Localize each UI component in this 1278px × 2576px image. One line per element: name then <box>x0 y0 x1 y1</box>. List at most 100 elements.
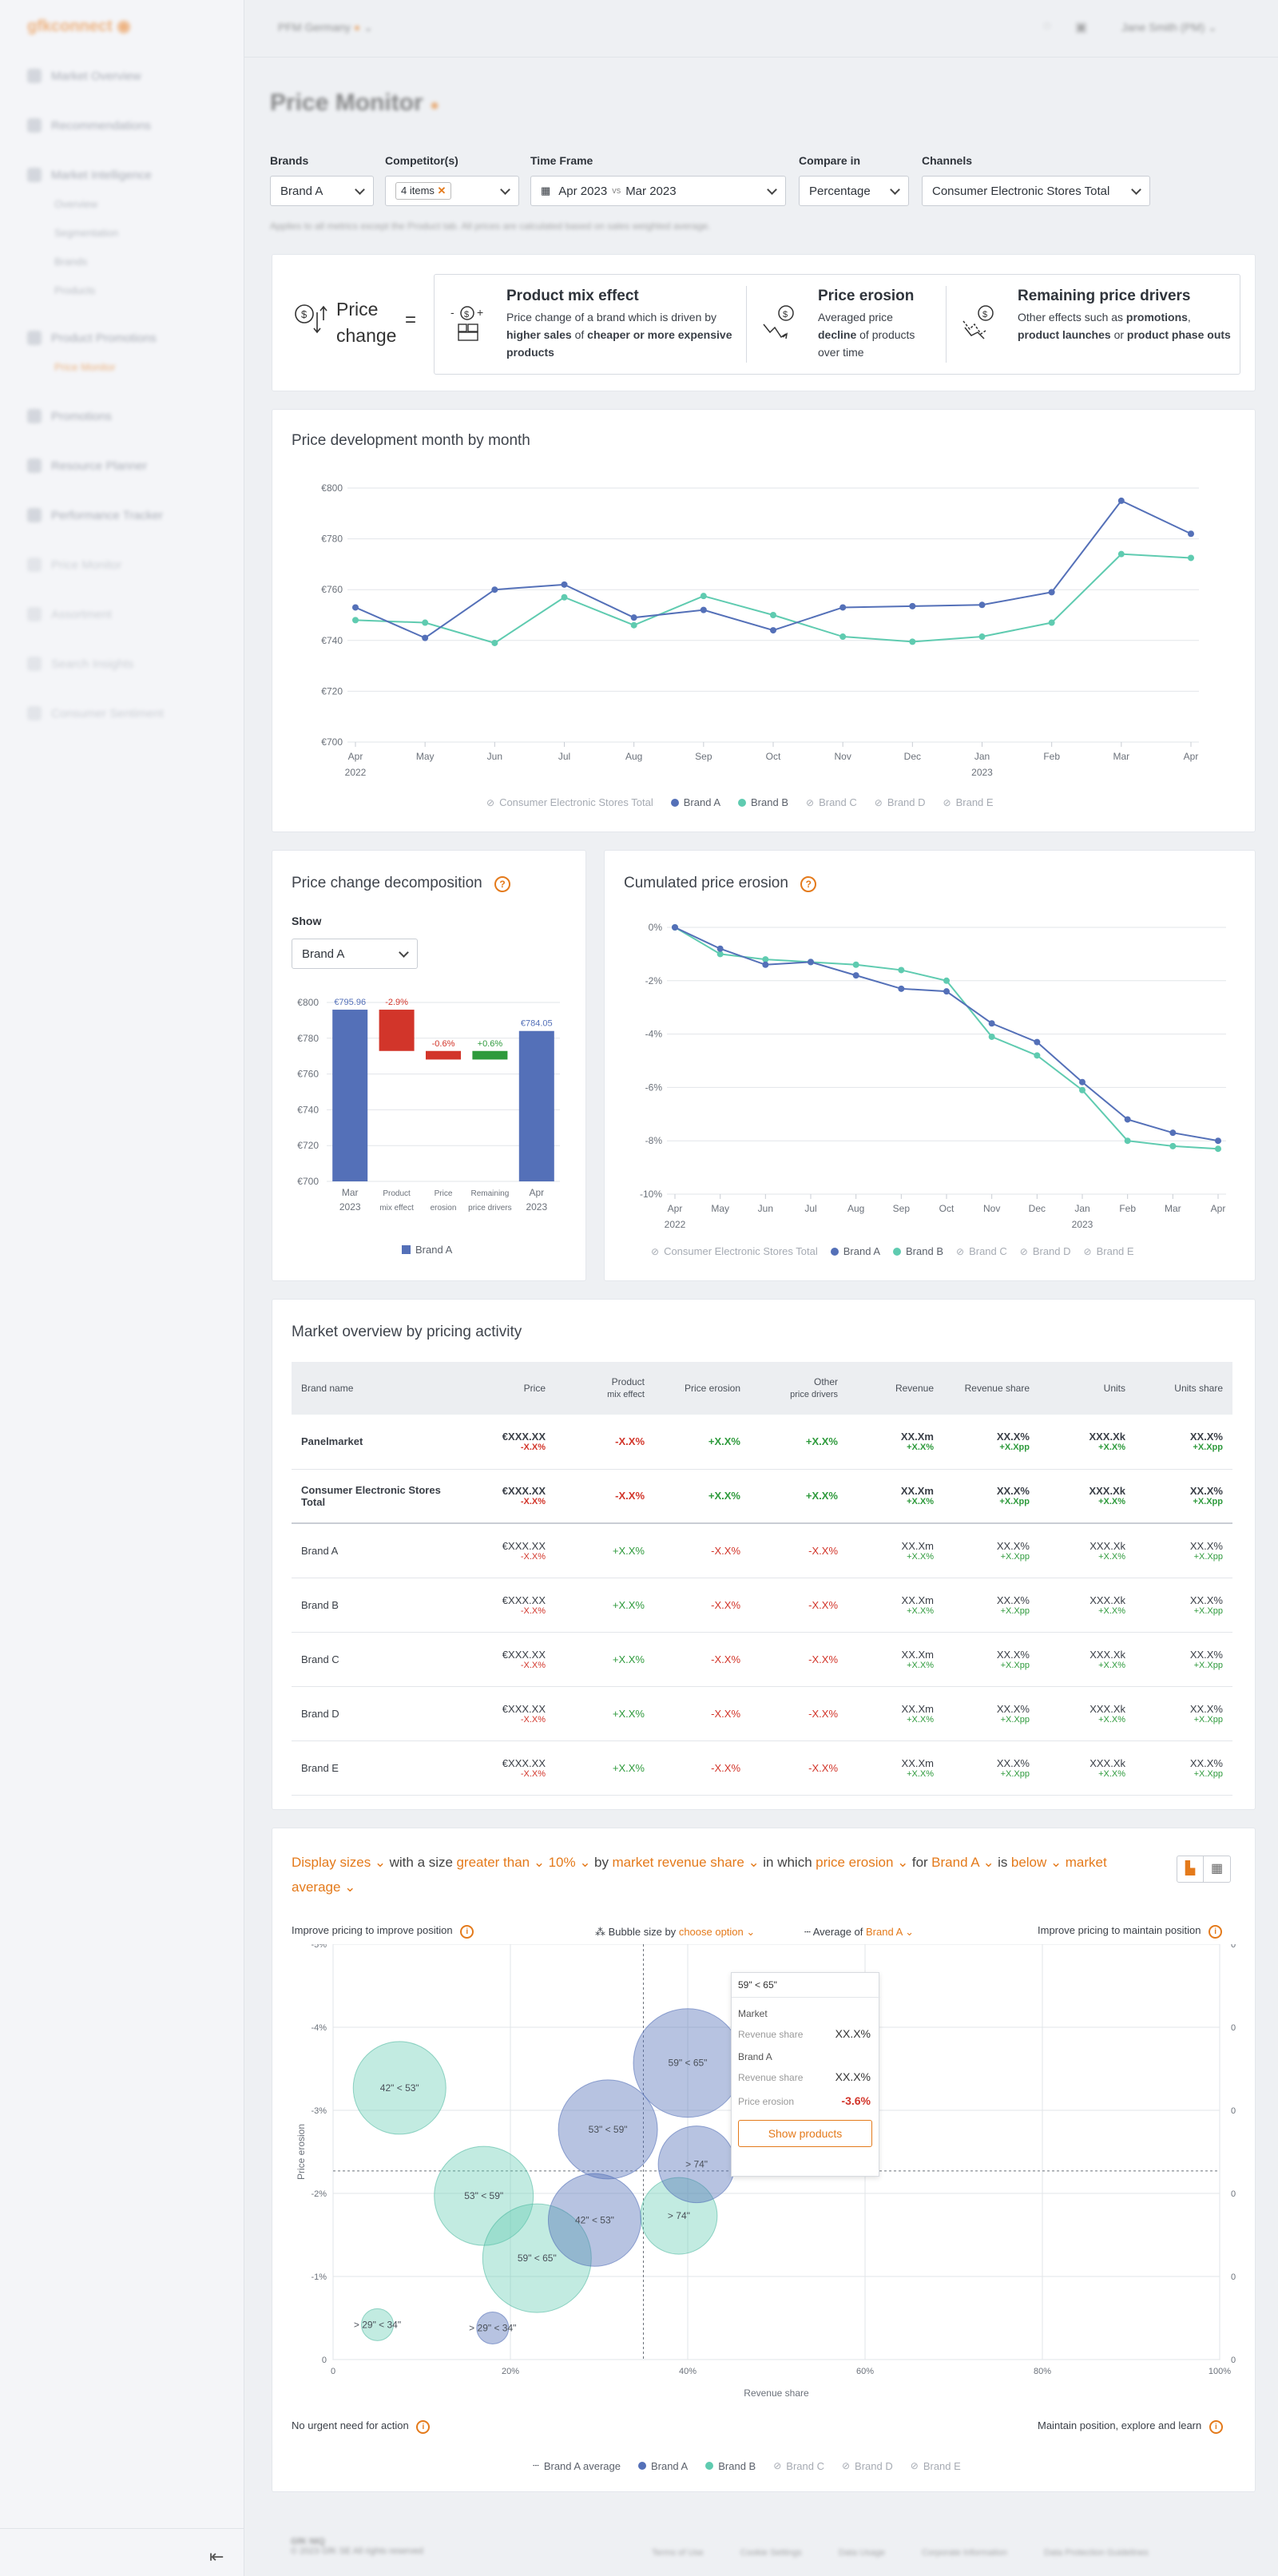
legend-item-average[interactable]: ┄ Brand A average <box>533 2459 621 2472</box>
x-tick-label: Apr <box>348 751 363 762</box>
footer-link[interactable]: Terms of Use <box>652 2548 704 2558</box>
sidebar-subitem[interactable]: Products <box>54 284 96 296</box>
sidebar-item-0[interactable]: Market Overview <box>27 69 141 83</box>
info-icon[interactable]: i <box>1209 2420 1223 2434</box>
legend-item-brand-b[interactable]: Brand B <box>705 2460 756 2472</box>
help-icon[interactable]: ? <box>494 876 510 892</box>
info-icon[interactable]: i <box>1209 1925 1223 1939</box>
table-row[interactable]: Brand A €XXX.XX -X.X% +X.X% -X.X% -X.X% XX.Xm +… <box>292 1523 1232 1578</box>
help-icon[interactable]: ? <box>800 876 817 892</box>
legend-item-brand-d[interactable]: ⊘ Brand D <box>874 796 926 808</box>
column-header[interactable]: Brand name <box>292 1362 456 1415</box>
bell-icon[interactable]: ◌ <box>1043 19 1051 33</box>
legend-item-brand-c[interactable]: ⊘ Brand C <box>773 2459 824 2472</box>
brands-select[interactable]: Brand A <box>270 176 374 206</box>
percent-select[interactable]: 10% ⌄ <box>548 1855 591 1870</box>
decomposition-chart[interactable]: €800 €780 €760 €740 €720 €700 €795.96 -2.9% -0.6… <box>272 986 587 1234</box>
clear-icon[interactable]: ✕ <box>437 185 447 196</box>
column-header[interactable]: Units share <box>1135 1362 1232 1415</box>
legend-item-brand-a[interactable]: Brand A <box>637 2460 688 2472</box>
bubble-brand-b[interactable] <box>352 2041 447 2135</box>
average-brand-select[interactable]: Brand A ⌄ <box>866 1926 915 1938</box>
sidebar-item-10[interactable]: Consumer Sentiment <box>27 706 164 720</box>
price-development-chart[interactable]: €800 €780 €760 €740 €720 €700 Apr May Jun Jul Aug S… <box>272 466 1256 785</box>
sidebar-item-4[interactable]: Promotions <box>27 409 112 423</box>
table-row[interactable]: Brand D €XXX.XX -X.X% +X.X% -X.X% -X.X% XX.Xm +… <box>292 1686 1232 1741</box>
below-select[interactable]: below ⌄ <box>1010 1855 1062 1870</box>
metric-select[interactable]: market revenue share ⌄ <box>612 1855 760 1870</box>
table-view-icon[interactable]: ▦ <box>1204 1856 1231 1883</box>
sidebar-subitem[interactable]: Overview <box>54 198 98 210</box>
legend-item-brand-a[interactable]: Brand A <box>670 796 720 808</box>
footer-link[interactable]: Cookie Settings <box>740 2548 802 2558</box>
comparison-select[interactable]: greater than ⌄ <box>456 1855 546 1870</box>
footer-link[interactable]: Data Protection Guidelines <box>1043 2548 1149 2558</box>
chart-view-icon[interactable]: ▙ <box>1177 1856 1204 1883</box>
legend-item-brand-d[interactable]: ⊘ Brand D <box>841 2459 893 2472</box>
show-products-button[interactable]: Show products <box>738 2120 872 2147</box>
bubble-brand-a[interactable] <box>558 2079 658 2180</box>
sidebar-subitem-active[interactable]: Price Monitor <box>54 361 116 373</box>
column-header[interactable]: Revenue share <box>943 1362 1039 1415</box>
legend-item-brand-e[interactable]: ⊘ Brand E <box>943 796 994 808</box>
sidebar-subitem[interactable]: Segmentation <box>54 227 119 239</box>
legend-item-total[interactable]: ⊘ Consumer Electronic Stores Total <box>486 796 653 808</box>
erosion-select[interactable]: price erosion ⌄ <box>816 1855 909 1870</box>
table-row[interactable]: Panelmarket €XXX.XX -X.X% -X.X% +X.X% +X.X% XX… <box>292 1415 1232 1470</box>
table-row[interactable]: Brand E €XXX.XX -X.X% +X.X% -X.X% -X.X% XX.Xm +… <box>292 1740 1232 1796</box>
sidebar-item-8[interactable]: Assortment <box>27 607 112 621</box>
column-header[interactable]: Price erosion <box>654 1362 750 1415</box>
footer-link[interactable]: Corporate Information <box>921 2548 1007 2558</box>
sidebar-item-9[interactable]: Search Insights <box>27 657 133 671</box>
legend-item-brand-c[interactable]: ⊘ Brand C <box>806 796 857 808</box>
sidebar-subitem[interactable]: Brands <box>54 256 88 268</box>
info-icon[interactable]: i <box>416 2420 431 2434</box>
legend-item-brand-c[interactable]: ⊘ Brand C <box>956 1245 1007 1257</box>
column-header[interactable]: Other price drivers <box>750 1362 847 1415</box>
column-header[interactable]: Revenue <box>847 1362 943 1415</box>
bubble-brand-b[interactable] <box>361 2308 394 2341</box>
collapse-sidebar-icon[interactable]: ⇤ <box>209 2546 224 2566</box>
help-icon[interactable]: ▣ <box>1075 21 1088 34</box>
legend-item-brand-a[interactable]: Brand A <box>402 1244 452 1256</box>
column-header[interactable]: Price <box>456 1362 555 1415</box>
legend-item-brand-e[interactable]: ⊘ Brand E <box>910 2459 961 2472</box>
footer-link[interactable]: Data Usage <box>838 2548 885 2558</box>
legend-item-brand-a[interactable]: Brand A <box>830 1245 880 1257</box>
x-tick-label: Apr <box>1184 751 1199 762</box>
legend-item-brand-e[interactable]: ⊘ Brand E <box>1083 1245 1134 1257</box>
column-header[interactable]: Product mix effect <box>555 1362 654 1415</box>
competitors-select[interactable]: 4 items ✕ <box>385 176 519 206</box>
workspace-selector[interactable]: PFM Germany ● ⌄ <box>278 21 373 34</box>
sidebar-item-3[interactable]: Product Promotions <box>27 331 157 345</box>
show-brand-select[interactable]: Brand A <box>292 939 418 969</box>
sidebar-item-6[interactable]: Performance Tracker <box>27 508 163 522</box>
legend-item-brand-b[interactable]: Brand B <box>738 796 788 808</box>
sidebar-item-2[interactable]: Market Intelligence <box>27 168 152 182</box>
app-logo[interactable]: gfkconnect ◉ <box>27 18 131 35</box>
channels-select[interactable]: Consumer Electronic Stores Total <box>922 176 1150 206</box>
table-row[interactable]: Consumer Electronic Stores Total €XXX.XX -… <box>292 1469 1232 1524</box>
legend-item-brand-b[interactable]: Brand B <box>893 1245 943 1257</box>
column-header[interactable]: Units <box>1039 1362 1135 1415</box>
sidebar-item-7[interactable]: Price Monitor <box>27 558 121 572</box>
sidebar-item-5[interactable]: Resource Planner <box>27 458 147 473</box>
legend-item-total[interactable]: ⊘ Consumer Electronic Stores Total <box>651 1245 818 1257</box>
sidebar-item-1[interactable]: Recommendations <box>27 118 151 133</box>
info-icon[interactable]: i <box>460 1925 474 1939</box>
cumulated-erosion-chart[interactable]: 0% -2% -4% -6% -8% -10% Apr May Jun Jul Aug Sep Oct N… <box>605 907 1256 1242</box>
market-average-select[interactable]: market average ⌄ <box>292 1855 1107 1895</box>
timeframe-select[interactable]: ▦ Apr 2023 vs Mar 2023 <box>530 176 786 206</box>
bubble-brand-b[interactable] <box>482 2203 592 2313</box>
bubble-brand-a[interactable] <box>547 2173 641 2267</box>
bubble-chart[interactable]: -5% 0-4% 0-3% 0-2% 0-1% 00 00 20% 40% 60% 80% 100%R… <box>272 1944 1256 2420</box>
brand-select[interactable]: Brand A ⌄ <box>931 1855 994 1870</box>
bubble-size-select[interactable]: choose option ⌄ <box>678 1926 756 1938</box>
compare-select[interactable]: Percentage <box>799 176 909 206</box>
legend-item-brand-d[interactable]: ⊘ Brand D <box>1019 1245 1071 1257</box>
table-row[interactable]: Brand C €XXX.XX -X.X% +X.X% -X.X% -X.X% XX.Xm +… <box>292 1632 1232 1687</box>
table-row[interactable]: Brand B €XXX.XX -X.X% +X.X% -X.X% -X.X% XX.Xm +… <box>292 1578 1232 1633</box>
user-menu[interactable]: Jane Smith (PM) ⌄ <box>1121 21 1217 34</box>
bubble-brand-a[interactable] <box>476 2311 510 2344</box>
display-select[interactable]: Display sizes ⌄ <box>292 1855 387 1870</box>
